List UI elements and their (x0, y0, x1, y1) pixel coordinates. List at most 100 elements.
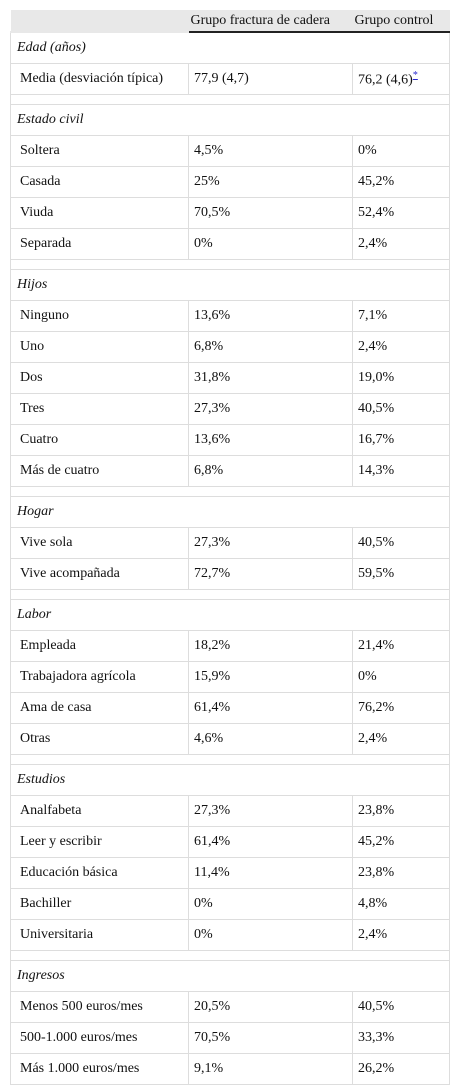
value-cell: 21,4% (352, 630, 450, 662)
data-row: Universitaria 0% 2,4% (10, 919, 450, 951)
row-label: Tres (10, 393, 189, 425)
row-label: Más 1.000 euros/mes (10, 1053, 189, 1085)
row-label: Separada (10, 228, 189, 260)
value-cell: 76,2% (352, 692, 450, 724)
data-row: Media (desviación típica) 77,9 (4,7) 76,2 … (10, 63, 450, 95)
value-cell: 4,6% (188, 723, 353, 755)
data-row: Más de cuatro 6,8% 14,3% (10, 455, 450, 487)
table-body: Edad (años) Media (desviación típica) 77,9… (10, 31, 450, 1085)
value-cell: 16,7% (352, 424, 450, 456)
spacer (10, 950, 450, 961)
value-cell: 0% (188, 228, 353, 260)
spacer (10, 754, 450, 765)
value-cell: 15,9% (188, 661, 353, 693)
row-label: Soltera (10, 135, 189, 167)
value-cell: 0% (352, 661, 450, 693)
data-row: Ninguno 13,6% 7,1% (10, 300, 450, 332)
spacer (10, 486, 450, 497)
value-cell: 7,1% (352, 300, 450, 332)
row-label: Educación básica (10, 857, 189, 889)
data-row: Casada 25% 45,2% (10, 166, 450, 198)
data-row: Viuda 70,5% 52,4% (10, 197, 450, 229)
spacer-row (10, 486, 450, 497)
value-cell: 33,3% (352, 1022, 450, 1054)
row-label: Viuda (10, 197, 189, 229)
value-cell: 6,8% (188, 331, 353, 363)
value-cell: 4,8% (352, 888, 450, 920)
row-label: Vive sola (10, 527, 189, 559)
data-row: Otras 4,6% 2,4% (10, 723, 450, 755)
data-row: Separada 0% 2,4% (10, 228, 450, 260)
data-row: Trabajadora agrícola 15,9% 0% (10, 661, 450, 693)
section-title: Hogar (10, 496, 450, 528)
data-row: Empleada 18,2% 21,4% (10, 630, 450, 662)
spacer (10, 259, 450, 270)
row-label: Empleada (10, 630, 189, 662)
value-cell: 0% (188, 919, 353, 951)
value-cell: 27,3% (188, 393, 353, 425)
section-row: Labor (10, 599, 450, 631)
value-cell: 9,1% (188, 1053, 353, 1085)
data-row: Ama de casa 61,4% 76,2% (10, 692, 450, 724)
section-row: Estudios (10, 764, 450, 796)
value-cell: 18,2% (188, 630, 353, 662)
row-label: Más de cuatro (10, 455, 189, 487)
value-cell: 59,5% (352, 558, 450, 590)
value-cell: 23,8% (352, 795, 450, 827)
section-row: Edad (años) (10, 31, 450, 64)
table-container: Grupo fractura de cadera Grupo control E… (10, 10, 450, 1085)
data-row: Uno 6,8% 2,4% (10, 331, 450, 363)
spacer-row (10, 259, 450, 270)
header-cell: Grupo fractura de cadera (188, 10, 353, 33)
footnote-link[interactable]: * (412, 69, 418, 81)
data-row: Educación básica 11,4% 23,8% (10, 857, 450, 889)
value-cell: 27,3% (188, 795, 353, 827)
section-row: Hogar (10, 496, 450, 528)
row-label: Universitaria (10, 919, 189, 951)
table: Grupo fractura de cadera Grupo control E… (10, 10, 450, 1085)
header-cell (10, 10, 189, 33)
data-row: 500-1.000 euros/mes 70,5% 33,3% (10, 1022, 450, 1054)
section-title: Estudios (10, 764, 450, 796)
value-cell: 14,3% (352, 455, 450, 487)
data-row: Leer y escribir 61,4% 45,2% (10, 826, 450, 858)
row-label: Leer y escribir (10, 826, 189, 858)
value-cell: 0% (352, 135, 450, 167)
section-title: Ingresos (10, 960, 450, 992)
section-title: Labor (10, 599, 450, 631)
row-label: Ama de casa (10, 692, 189, 724)
value-cell: 2,4% (352, 919, 450, 951)
value-cell: 0% (188, 888, 353, 920)
value-cell: 2,4% (352, 723, 450, 755)
value-cell: 26,2% (352, 1053, 450, 1085)
row-label: 500-1.000 euros/mes (10, 1022, 189, 1054)
section-row: Ingresos (10, 960, 450, 992)
value-cell: 6,8% (188, 455, 353, 487)
data-row: Vive acompañada 72,7% 59,5% (10, 558, 450, 590)
spacer-row (10, 950, 450, 961)
value-cell: 52,4% (352, 197, 450, 229)
section-row: Estado civil (10, 104, 450, 136)
section-title: Edad (años) (10, 31, 450, 64)
row-label: Trabajadora agrícola (10, 661, 189, 693)
spacer-row (10, 94, 450, 105)
spacer-row (10, 754, 450, 765)
spacer (10, 589, 450, 600)
value-cell: 77,9 (4,7) (188, 63, 353, 95)
value-cell: 13,6% (188, 424, 353, 456)
value-cell: 13,6% (188, 300, 353, 332)
data-row: Vive sola 27,3% 40,5% (10, 527, 450, 559)
row-label: Media (desviación típica) (10, 63, 189, 95)
value-cell: 40,5% (352, 393, 450, 425)
value-cell: 27,3% (188, 527, 353, 559)
value-cell: 19,0% (352, 362, 450, 394)
value-cell: 45,2% (352, 166, 450, 198)
section-title: Hijos (10, 269, 450, 301)
row-label: Uno (10, 331, 189, 363)
value-cell: 61,4% (188, 692, 353, 724)
value-cell: 4,5% (188, 135, 353, 167)
data-row: Soltera 4,5% 0% (10, 135, 450, 167)
data-row: Dos 31,8% 19,0% (10, 362, 450, 394)
spacer (10, 94, 450, 105)
